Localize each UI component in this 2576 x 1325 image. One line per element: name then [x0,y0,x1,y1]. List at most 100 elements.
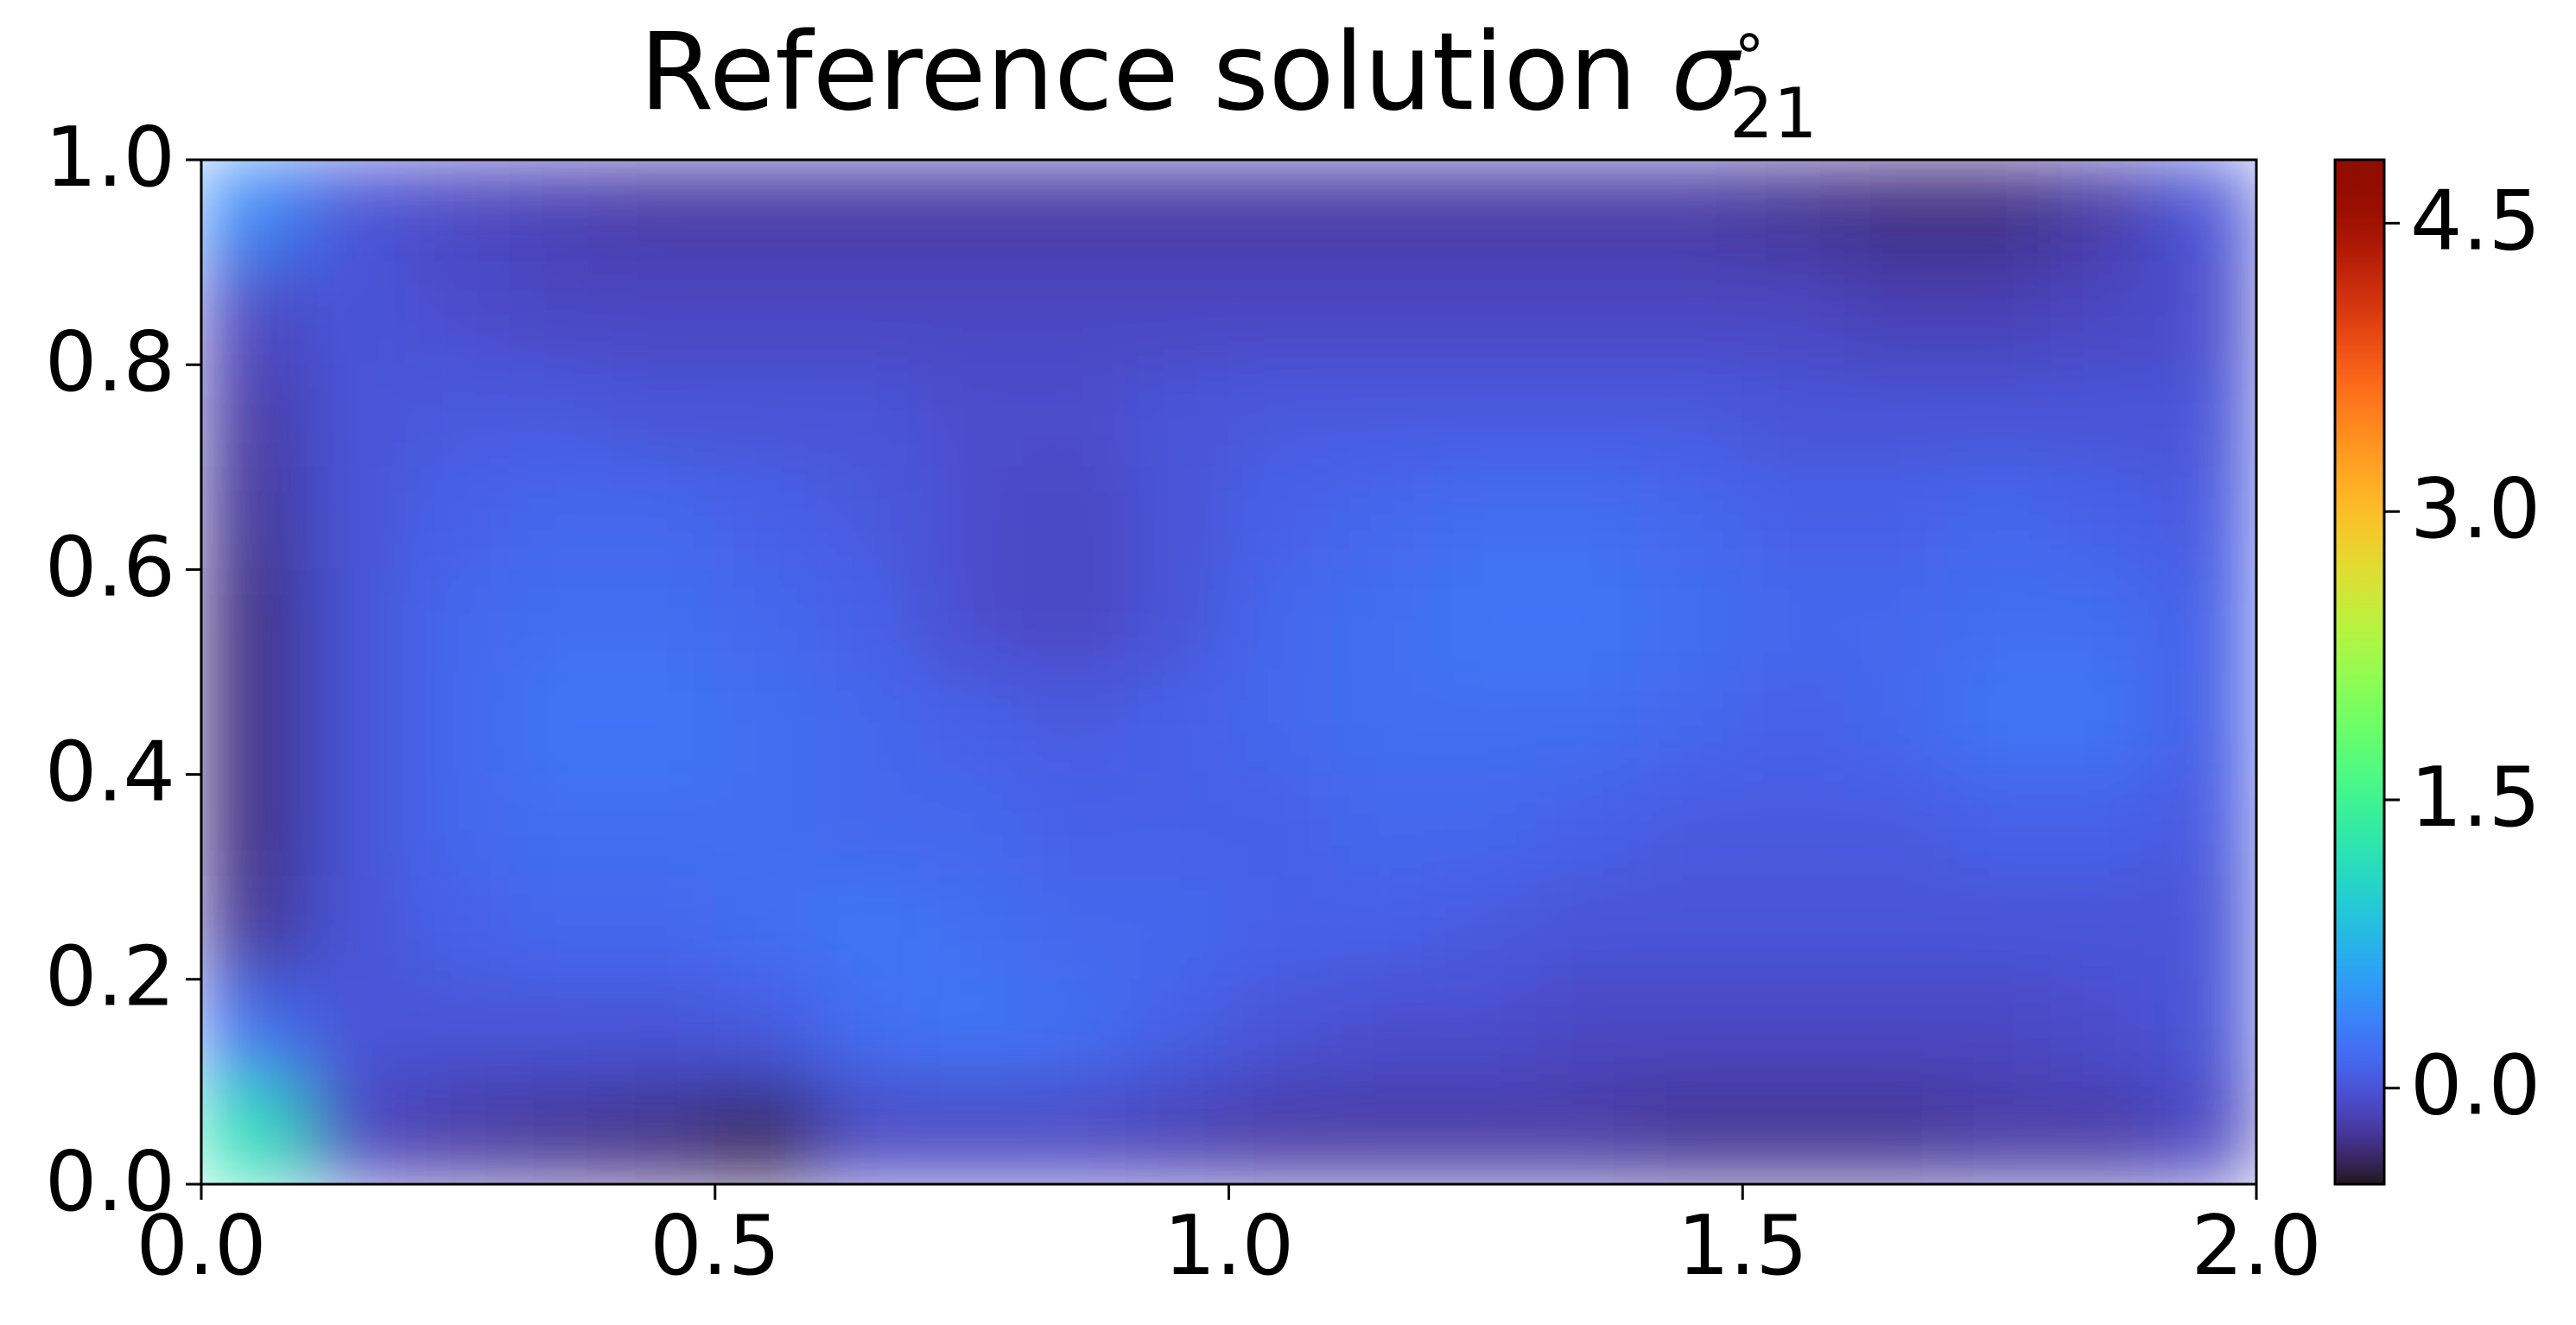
field-cell [302,671,408,776]
field-cell [405,671,511,776]
field-cell [2050,261,2155,366]
field-cell [1844,671,1950,776]
field-cell [1844,261,1950,366]
field-cell [1022,773,1127,878]
field-cell [1228,364,1333,468]
field-cell [405,978,511,1083]
field-cell [1639,261,1744,366]
field-cell [919,876,1025,980]
field-cell [1742,160,1847,263]
field-cell [1742,364,1847,468]
field-cell [508,466,613,571]
field-cell [1125,773,1230,878]
field [201,160,2256,1184]
y-tick-label: 0.0 [45,1135,175,1230]
field-cell [1947,568,2053,673]
field-cell [405,261,511,366]
field-cell [1228,1081,1333,1184]
field-cell [1022,466,1127,571]
field-cell [714,876,819,980]
field-cell [1947,978,2053,1083]
field-cell [1639,671,1744,776]
field-cell [1022,261,1127,366]
field-cell [508,773,613,878]
field-cell [1330,261,1436,366]
field-cell [1228,466,1333,571]
field-cell [201,1081,305,1184]
field-cell [714,978,819,1083]
title-text: Reference solution [639,10,1637,135]
field-cell [1228,978,1333,1083]
field-cell [302,160,408,263]
field-cell [714,364,819,468]
field-cell [611,1081,716,1184]
field-cell [1228,773,1333,878]
field-cell [302,364,408,468]
field-cell [2050,978,2155,1083]
field-cell [1330,568,1436,673]
y-tick-label: 0.4 [45,725,175,820]
field-cell [1844,364,1950,468]
field-cell [611,466,716,571]
field-cell [714,1081,819,1184]
field-cell [1433,671,1539,776]
field-cell [1742,671,1847,776]
field-cell [1742,466,1847,571]
field-cell [611,568,716,673]
field-cell [1844,978,1950,1083]
field-cell [611,978,716,1083]
field-cell [2153,160,2256,263]
field-cell [1844,466,1950,571]
field-cell [611,364,716,468]
field-cell [816,978,922,1083]
y-tick-label: 1.0 [45,111,175,206]
field-cell [201,773,305,878]
field-cell [1536,160,1641,263]
field-cell [1536,671,1641,776]
field-cell [2153,568,2256,673]
field-cell [1742,876,1847,980]
field-cell [1639,364,1744,468]
field-cell [1639,568,1744,673]
field-cell [1022,978,1127,1083]
field-cell [1228,876,1333,980]
field-cell [1228,160,1333,263]
y-tick-label: 0.6 [45,520,175,615]
field-cell [2153,1081,2256,1184]
field-cell [302,1081,408,1184]
field-cell [1228,261,1333,366]
field-cell [508,1081,613,1184]
field-cell [816,466,922,571]
field-cell [1947,876,2053,980]
field-cell [1536,978,1641,1083]
field-cell [1330,978,1436,1083]
field-cell [508,364,613,468]
field-cell [405,568,511,673]
field-cell [611,160,716,263]
field-cell [816,773,922,878]
field-cell [2050,466,2155,571]
field-cell [508,568,613,673]
field-cell [1844,568,1950,673]
field-cell [1536,876,1641,980]
field-cell [302,773,408,878]
field-cell [611,773,716,878]
field-cell [714,160,819,263]
field-cell [1125,671,1230,776]
field-cell [714,466,819,571]
field-cell [1947,261,2053,366]
field-cell [1433,773,1539,878]
field-cell [1125,261,1230,366]
field-cell [1022,671,1127,776]
field-cell [1742,261,1847,366]
field-cell [1947,160,2053,263]
field-cell [1433,1081,1539,1184]
field-cell [919,1081,1025,1184]
field-cell [1330,160,1436,263]
field-cell [1536,466,1641,571]
field-cell [816,876,922,980]
field-cell [1947,773,2053,878]
field-cell [405,1081,511,1184]
field-cell [201,364,305,468]
